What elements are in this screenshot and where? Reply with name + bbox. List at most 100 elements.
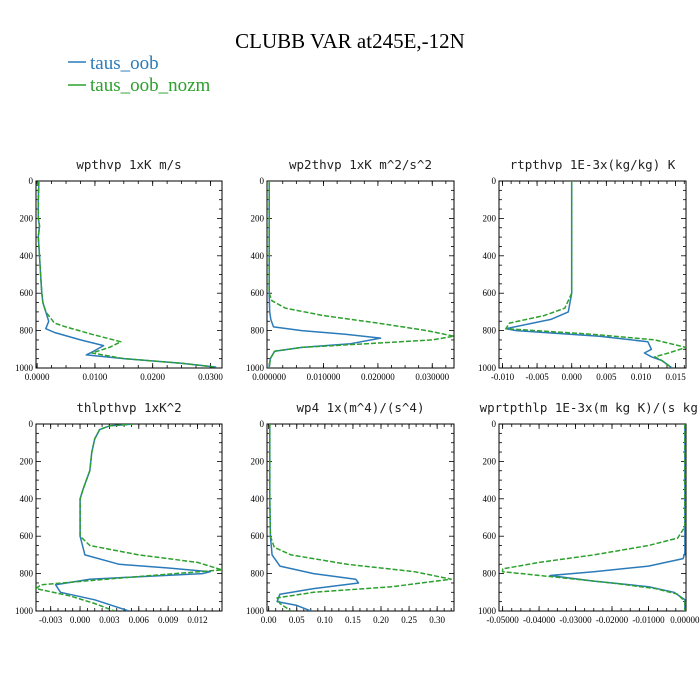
- x-tick-label: 0.0200: [140, 372, 165, 382]
- y-tick-label: 600: [483, 531, 497, 541]
- x-tick-label: -0.01000: [632, 615, 665, 625]
- y-tick-label: 400: [20, 494, 34, 504]
- x-tick-label: 0.00000: [670, 615, 700, 625]
- x-tick-label: 0.005: [596, 372, 617, 382]
- y-tick-label: 1000: [15, 606, 34, 616]
- x-tick-label: 0.25: [401, 615, 417, 625]
- x-tick-label: 0.012: [187, 615, 207, 625]
- y-tick-label: 0: [260, 419, 265, 429]
- panel-title: wp2thvp 1xK m^2/s^2: [289, 157, 432, 172]
- x-tick-label: 0.15: [345, 615, 361, 625]
- x-tick-label: 0.006: [129, 615, 150, 625]
- panel-title: thlpthvp 1xK^2: [76, 400, 181, 415]
- panel-title: wpthvp 1xK m/s: [76, 157, 181, 172]
- x-tick-label: -0.005: [525, 372, 549, 382]
- series-line-taus-oob: [549, 424, 686, 611]
- y-tick-label: 200: [20, 213, 34, 223]
- chart-panel: wpthvp 1xK m/s 0 200 400 600 800 10000.0000 0.0…: [15, 157, 223, 382]
- panel-title: wp4 1x(m^4)/(s^4): [297, 400, 425, 415]
- y-tick-label: 200: [251, 213, 265, 223]
- chart-panel: wp2thvp 1xK m^2/s^2 0 200 400 600 800 10000.00…: [246, 157, 455, 382]
- x-tick-label: 0.003: [99, 615, 120, 625]
- y-tick-label: 600: [20, 531, 34, 541]
- y-tick-label: 400: [251, 494, 265, 504]
- y-tick-label: 400: [251, 251, 265, 261]
- series-line-taus-oob-nozm: [269, 424, 452, 611]
- y-tick-label: 800: [483, 569, 497, 579]
- y-tick-label: 200: [483, 213, 497, 223]
- chart-panel: rtpthvp 1E-3x(kg/kg) K02004006008001000-…: [478, 157, 687, 382]
- x-tick-label: -0.05000: [487, 615, 520, 625]
- x-tick-label: -0.02000: [596, 615, 629, 625]
- chart-panel: thlpthvp 1xK^2 0 200 400 600 800 1000 -0.003 0.0…: [15, 400, 223, 625]
- y-tick-label: 1000: [246, 363, 265, 373]
- y-tick-label: 1000: [478, 606, 497, 616]
- series-line-taus-oob: [268, 181, 382, 368]
- plot-frame: [266, 180, 455, 369]
- series-line-taus-oob-nozm: [501, 424, 686, 611]
- y-tick-label: 800: [483, 326, 497, 336]
- y-tick-label: 600: [483, 288, 497, 298]
- plot-frame: [35, 180, 223, 369]
- x-tick-label: 0.030000: [415, 372, 449, 382]
- x-tick-label: 0.010: [631, 372, 652, 382]
- series-line-taus-oob-nozm: [268, 181, 454, 368]
- plot-frame: [498, 423, 687, 612]
- y-tick-label: 200: [20, 456, 34, 466]
- y-tick-label: 600: [251, 288, 265, 298]
- figure-title: CLUBB VAR at245E,-12N: [235, 29, 465, 53]
- x-tick-label: -0.04000: [523, 615, 556, 625]
- y-tick-label: 1000: [246, 606, 265, 616]
- series-line-taus-oob-nozm: [36, 424, 222, 611]
- y-tick-label: 200: [483, 456, 497, 466]
- x-tick-label: 0.009: [158, 615, 179, 625]
- y-tick-label: 400: [483, 494, 497, 504]
- x-tick-label: 0.020000: [361, 372, 395, 382]
- y-tick-label: 0: [29, 176, 34, 186]
- y-tick-label: 600: [251, 531, 265, 541]
- series-line-taus-oob: [37, 181, 217, 368]
- x-tick-label: 0.0000: [25, 372, 50, 382]
- y-tick-label: 1000: [15, 363, 34, 373]
- panel-title: wprtpthlp 1E-3x(m kg K)/(s kg): [480, 400, 700, 415]
- x-tick-label: 0.10: [317, 615, 333, 625]
- y-tick-label: 400: [483, 251, 497, 261]
- x-tick-label: 0.0300: [198, 372, 223, 382]
- x-tick-label: 0.05: [289, 615, 305, 625]
- panel-title: rtpthvp 1E-3x(kg/kg) K: [510, 157, 676, 172]
- y-tick-label: 800: [251, 326, 265, 336]
- series-line-taus-oob: [269, 424, 360, 611]
- x-tick-label: 0.000000: [252, 372, 286, 382]
- x-tick-label: 0.0100: [83, 372, 108, 382]
- chart-panel: wprtpthlp 1E-3x(m kg K)/(s kg) 0 200 400 600…: [478, 400, 700, 625]
- y-tick-label: 800: [20, 569, 34, 579]
- x-tick-label: -0.003: [39, 615, 63, 625]
- legend-label-taus-oob: taus_oob: [90, 53, 159, 74]
- x-tick-label: 0.00: [261, 615, 277, 625]
- y-tick-label: 1000: [478, 363, 497, 373]
- y-tick-label: 0: [492, 419, 497, 429]
- legend: taus_oob taus_oob_nozm: [68, 53, 211, 96]
- x-tick-label: 0.015: [665, 372, 686, 382]
- x-tick-label: 0.000: [562, 372, 583, 382]
- y-tick-label: 400: [20, 251, 34, 261]
- y-tick-label: 0: [260, 176, 265, 186]
- y-tick-label: 0: [492, 176, 497, 186]
- x-tick-label: 0.000: [70, 615, 91, 625]
- series-line-taus-oob-nozm: [505, 181, 686, 368]
- series-line-taus-oob-nozm: [37, 181, 217, 368]
- legend-label-taus-oob-nozm: taus_oob_nozm: [90, 75, 211, 96]
- chart-panel: wp4 1x(m^4)/(s^4) 0 200 400 600 800 10000.00 0.…: [246, 400, 455, 625]
- x-tick-label: 0.010000: [307, 372, 341, 382]
- y-tick-label: 800: [20, 326, 34, 336]
- x-tick-label: 0.30: [429, 615, 445, 625]
- x-tick-label: -0.03000: [559, 615, 592, 625]
- y-tick-label: 200: [251, 456, 265, 466]
- series-line-taus-oob: [54, 424, 212, 611]
- x-tick-label: -0.010: [491, 372, 515, 382]
- y-tick-label: 0: [29, 419, 34, 429]
- y-tick-label: 600: [20, 288, 34, 298]
- y-tick-label: 800: [251, 569, 265, 579]
